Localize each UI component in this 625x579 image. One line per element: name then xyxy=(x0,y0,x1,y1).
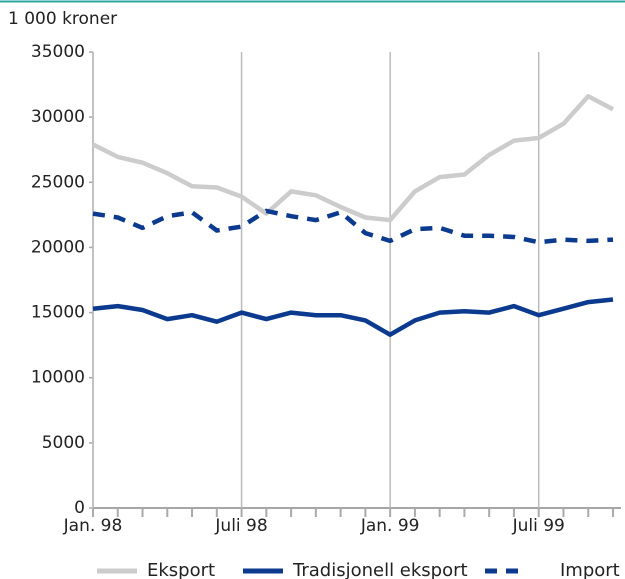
y-tick-label: 15000 xyxy=(31,303,85,323)
legend-label: Tradisjonell eksport xyxy=(292,560,468,579)
y-axis-label: 1 000 kroner xyxy=(8,9,117,29)
series-line xyxy=(92,297,614,337)
y-tick-label: 20000 xyxy=(31,237,85,257)
series-line xyxy=(91,94,615,223)
y-tick-label: 35000 xyxy=(31,42,85,62)
y-tick-label: 25000 xyxy=(31,172,85,192)
series-line xyxy=(92,208,614,245)
y-tick-label: 30000 xyxy=(31,107,85,127)
x-tick-label: Juli 98 xyxy=(214,516,267,536)
y-tick-label: 5000 xyxy=(42,433,85,453)
y-tick-label: 10000 xyxy=(31,368,85,388)
legend-label: Import xyxy=(560,560,620,579)
x-tick-label: Jan. 99 xyxy=(360,516,420,536)
y-tick-label: 0 xyxy=(74,498,85,518)
x-tick-label: Juli 99 xyxy=(512,516,565,536)
legend-label: Eksport xyxy=(147,560,215,579)
x-tick-label: Jan. 98 xyxy=(63,516,123,536)
